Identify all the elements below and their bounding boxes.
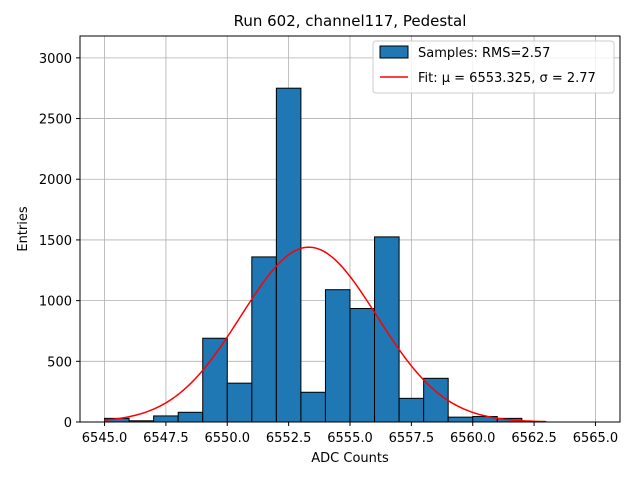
x-tick-label: 6550.0 [205,431,251,446]
histogram-bar [177,411,204,423]
x-tick-label: 6555.0 [327,431,373,446]
y-tick-label: 1500 [39,234,72,249]
x-tick-label: 6552.5 [266,431,312,446]
legend-bar-swatch [379,45,409,59]
y-axis-title: Entries [16,206,31,252]
histogram-bar [324,289,351,423]
x-tick-label: 6545.0 [82,431,128,446]
y-tick-label: 2500 [39,113,72,128]
y-tick-label: 3000 [39,52,72,67]
legend-fit-label: Fit: μ = 6553.325, σ = 2.77 [418,71,596,86]
x-tick-label: 6565.0 [573,431,619,446]
y-tick-label: 1000 [39,295,72,310]
histogram-bar [374,236,400,423]
x-tick-label: 6562.5 [511,431,557,446]
histogram-bar [398,397,425,423]
x-axis-title: ADC Counts [311,451,389,466]
y-tick-label: 0 [64,416,72,431]
fit-curve [104,246,547,423]
chart-title: Run 602, channel117, Pedestal [234,12,467,30]
histogram-bar [153,415,179,423]
x-tick-label: 6557.5 [389,431,435,446]
histogram-bar [202,337,228,423]
y-tick-label: 500 [47,355,72,370]
legend-box [372,40,615,94]
fit-curve-group [104,246,547,423]
axis-ticks: 6545.0 6547.5 6550.0 6552.5 6555.0 6557.5 6560… [39,52,618,446]
x-tick-label: 6547.5 [143,431,189,446]
legend: Samples: RMS=2.57 Fit: μ = 6553.325, σ =… [372,40,615,94]
histogram-bar [226,382,253,423]
y-tick-label: 2000 [39,173,72,188]
histogram-bar [349,308,376,423]
x-tick-label: 6560.0 [450,431,496,446]
histogram-bar [423,377,449,423]
histogram-bar [447,416,474,423]
histogram-bar [300,391,326,423]
legend-samples-label: Samples: RMS=2.57 [418,46,550,61]
